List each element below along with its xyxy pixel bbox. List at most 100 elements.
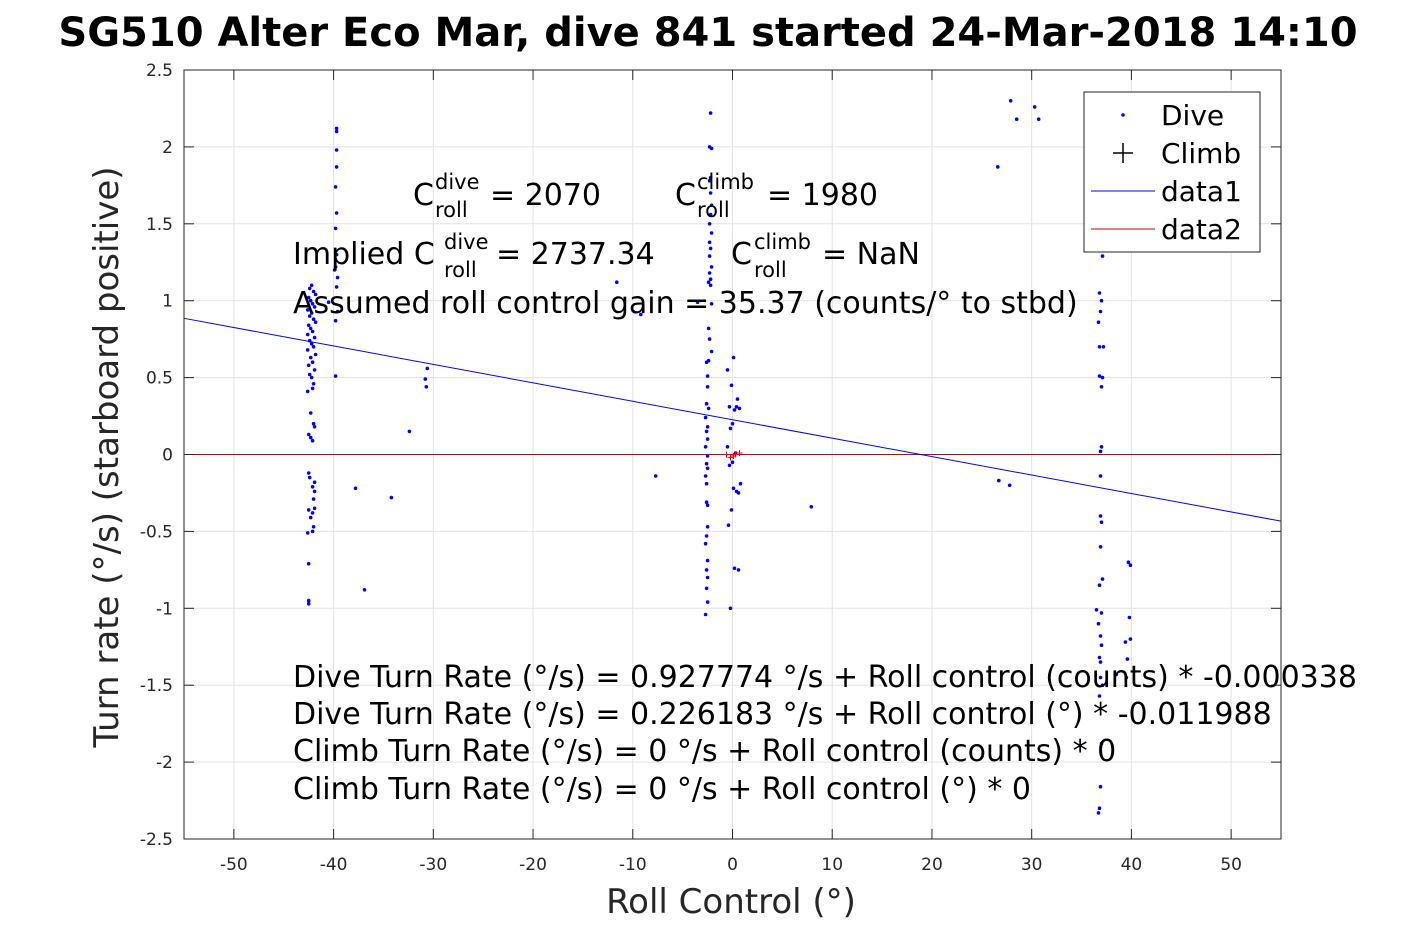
y-tick-label: 2.5 (146, 61, 173, 81)
fit-line-4: Climb Turn Rate (°/s) = 0 °/s + Roll con… (293, 772, 1031, 807)
dive-point (707, 254, 712, 258)
dive-point (306, 601, 311, 606)
dive-point (615, 280, 619, 285)
dive-point (311, 525, 316, 529)
dive-point (1008, 99, 1013, 103)
dive-point (732, 408, 737, 412)
dive-point (708, 191, 713, 195)
dive-point (709, 349, 714, 354)
dive-point (308, 515, 313, 520)
dive-point (1096, 320, 1101, 325)
dive-point (1099, 445, 1104, 449)
y-tick-label: 2 (162, 138, 173, 158)
dive-point (705, 385, 710, 389)
dive-point (728, 426, 733, 431)
dive-point (736, 568, 741, 572)
dive-point (709, 302, 714, 306)
dive-point (1126, 560, 1131, 564)
dive-point (1099, 611, 1104, 615)
dive-point (1114, 672, 1119, 677)
dive-point (311, 289, 316, 294)
dive-point (1098, 474, 1103, 478)
dive-point (729, 383, 734, 388)
implied-c-roll-annotation: Implied C dive roll = 2737.34 C climb ro… (293, 230, 920, 282)
legend: Dive Climb data1 data2 (1083, 91, 1261, 253)
dive-point (310, 438, 315, 443)
dive-point (1032, 105, 1037, 109)
dive-point (1100, 577, 1105, 581)
dive-point (1097, 694, 1102, 698)
dive-point (307, 475, 312, 480)
dive-point (706, 326, 711, 331)
dive-point (311, 497, 316, 501)
dive-point (423, 377, 428, 381)
dive-point (332, 268, 337, 272)
dive-point (705, 503, 710, 508)
dive-point (708, 175, 713, 180)
dive-point (407, 429, 412, 434)
dive-point (312, 335, 317, 340)
dive-point (738, 481, 743, 486)
dive-point (306, 432, 311, 437)
dive-point (704, 534, 709, 538)
dive-point (705, 466, 710, 471)
dive-point (310, 360, 315, 365)
dive-point (736, 491, 741, 495)
dive-point (705, 454, 710, 458)
implied-climb-superscript: climb (754, 230, 811, 254)
dive-point (306, 295, 311, 300)
legend-data2-label: data2 (1161, 213, 1242, 246)
dive-point (705, 600, 710, 604)
dive-point (1099, 520, 1104, 524)
dive-point (306, 363, 311, 368)
dive-point (306, 323, 311, 328)
dive-point (312, 506, 317, 511)
data1-line (183, 317, 1282, 522)
dive-point (313, 292, 318, 297)
dive-point (1101, 345, 1106, 349)
dive-point (731, 486, 736, 491)
dive-point (1098, 514, 1103, 518)
gain-annotation: Assumed roll control gain = 35.37 (count… (293, 286, 1078, 321)
dive-point (705, 425, 710, 429)
dive-point (1099, 298, 1104, 303)
dive-point (695, 300, 700, 305)
c-roll-dive-annotation: C dive roll = 2070 (413, 170, 601, 222)
chart-title: SG510 Alter Eco Mar, dive 841 started 24… (58, 10, 1357, 56)
dive-point (1098, 545, 1103, 549)
dive-point (1094, 608, 1099, 612)
dive-point (312, 305, 317, 309)
dive-point (1007, 483, 1012, 488)
dive-point (1098, 784, 1103, 789)
dive-point (1099, 643, 1104, 647)
y-axis-label: Turn rate (°/s) (starboard positive) (87, 166, 127, 748)
climb-point (723, 451, 730, 458)
dive-point (312, 489, 317, 494)
y-tick-label: -1 (156, 599, 173, 619)
y-tick-label: -1.5 (140, 676, 173, 696)
dive-point (708, 246, 713, 251)
dive-point (709, 203, 714, 208)
x-tick-label: -20 (519, 855, 547, 875)
dive-point (707, 222, 712, 226)
dive-point (326, 300, 331, 305)
x-tick-label: 30 (1021, 855, 1043, 875)
dive-point (639, 312, 643, 317)
dive-point (310, 329, 315, 334)
dive-point (306, 598, 311, 603)
dive-point (730, 421, 735, 426)
dive-point (729, 508, 734, 512)
dive-point (313, 320, 318, 325)
c-climb-superscript: climb (697, 170, 754, 194)
dive-point (1100, 375, 1105, 380)
axis-ticks: -50 -40 -30 -20 -10 0 10 20 30 40 50-2.5-2-1.5-1-0… (140, 61, 1281, 875)
dive-point (334, 126, 339, 131)
dive-point (732, 566, 737, 571)
dive-point (653, 474, 658, 478)
dive-point (1097, 374, 1102, 378)
dive-point (737, 406, 742, 411)
dive-point (389, 495, 394, 500)
dive-point (306, 471, 311, 475)
y-tick-label: -2.5 (140, 830, 173, 850)
